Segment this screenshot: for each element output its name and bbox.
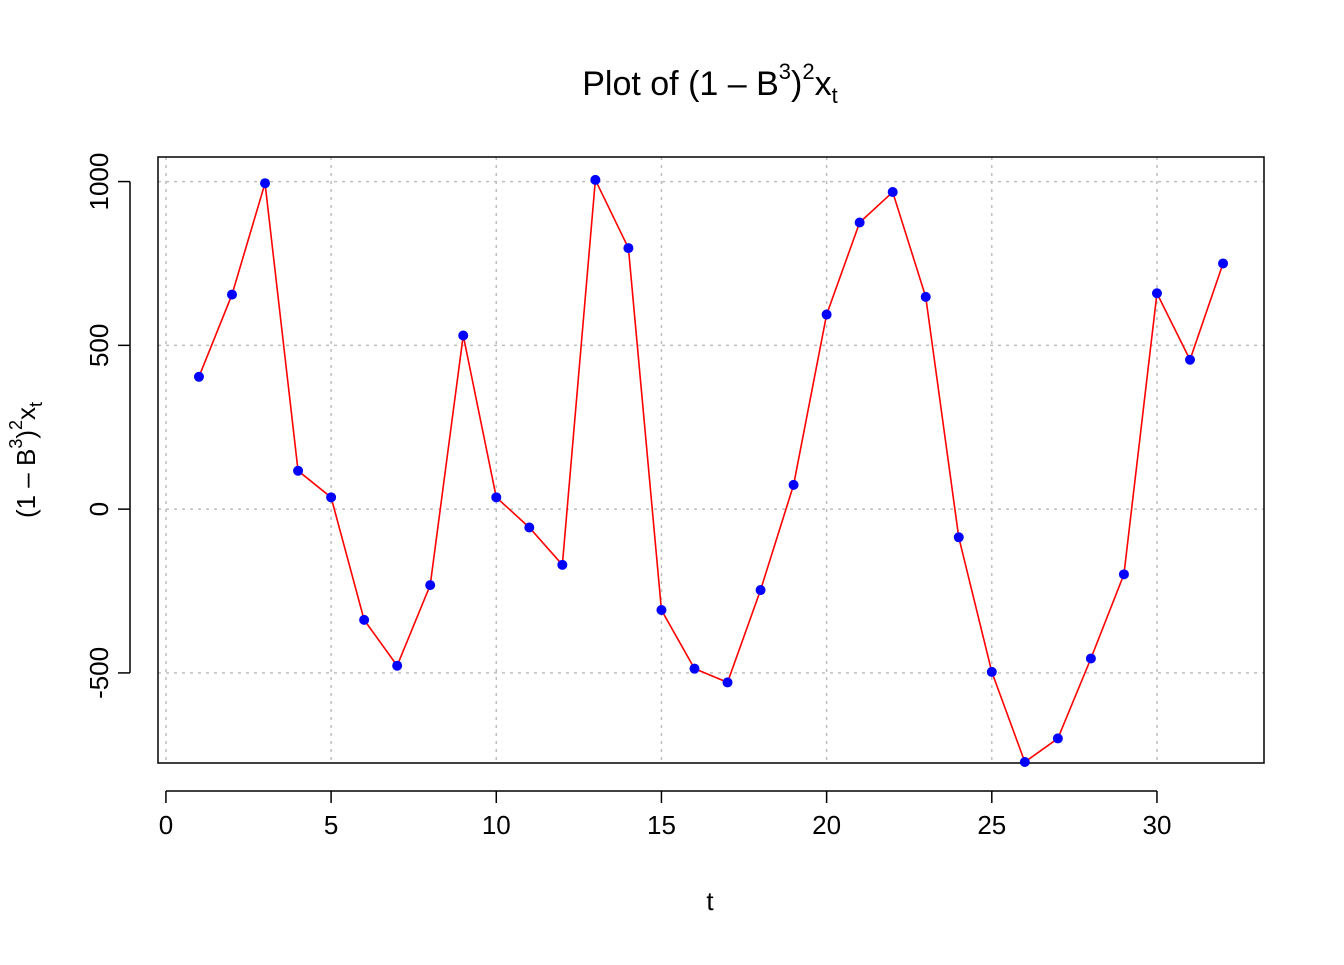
data-point [1085, 653, 1096, 664]
title-close: ) [791, 65, 802, 103]
data-point [359, 614, 370, 625]
data-point [1218, 258, 1229, 269]
y-axis-label: (1 – B3)2xt [6, 402, 46, 518]
series-points [193, 174, 1229, 768]
data-point [590, 174, 601, 185]
title-sub: t [832, 83, 838, 108]
ylabel-exp2: 2 [6, 420, 26, 430]
y-tick-label: 0 [84, 502, 114, 516]
data-point [1185, 354, 1196, 365]
series-line [198, 176, 1224, 764]
data-point [722, 677, 733, 688]
data-point [193, 371, 204, 382]
data-point [788, 479, 799, 490]
y-axis: -500 0 500 1000 [84, 153, 131, 699]
data-point [1052, 733, 1063, 744]
x-tick-label: 30 [1143, 810, 1172, 840]
data-point [326, 492, 337, 503]
x-tick-label: 20 [812, 810, 841, 840]
ylabel-exp1: 3 [6, 439, 26, 449]
data-point [887, 187, 898, 198]
data-point [953, 532, 964, 543]
grid [158, 157, 1264, 763]
data-point [557, 559, 568, 570]
data-point [1151, 288, 1162, 299]
plot-frame [157, 156, 1265, 764]
x-tick-label: 15 [647, 810, 676, 840]
data-point [1019, 757, 1030, 768]
x-axis-label: t [706, 886, 714, 916]
data-point [623, 243, 634, 254]
x-axis: 0 5 10 15 20 25 30 [159, 790, 1172, 840]
data-point [524, 522, 535, 533]
ylabel-open: (1 – B [11, 449, 41, 518]
x-tick-label: 0 [159, 810, 173, 840]
data-point [986, 666, 997, 677]
data-point [689, 663, 700, 674]
x-tick-label: 5 [324, 810, 338, 840]
chart-title: Plot of (1 – B3)2xt [582, 59, 838, 108]
ylabel-var: x [11, 407, 41, 420]
y-tick-label: -500 [84, 647, 114, 699]
y-tick-label: 1000 [84, 153, 114, 211]
data-point [293, 465, 304, 476]
title-exp2: 2 [802, 59, 814, 84]
ylabel-close: ) [11, 430, 41, 439]
title-exp1: 3 [779, 59, 791, 84]
series-polyline [198, 176, 1224, 764]
y-tick-label: 500 [84, 324, 114, 367]
data-point [821, 309, 832, 320]
x-tick-label: 10 [482, 810, 511, 840]
data-point [1118, 569, 1129, 580]
data-point [425, 580, 436, 591]
title-open: (1 – B [688, 65, 779, 103]
data-point [260, 178, 271, 189]
x-tick-label: 25 [977, 810, 1006, 840]
data-point [458, 330, 469, 341]
ylabel-sub: t [26, 402, 46, 407]
data-point [854, 217, 865, 228]
data-point [656, 605, 667, 616]
data-point [755, 585, 766, 596]
title-lead: Plot of [582, 65, 688, 103]
data-point [226, 289, 237, 300]
data-point [920, 291, 931, 302]
data-point [392, 660, 403, 671]
data-point [491, 492, 502, 503]
title-var: x [815, 65, 832, 103]
